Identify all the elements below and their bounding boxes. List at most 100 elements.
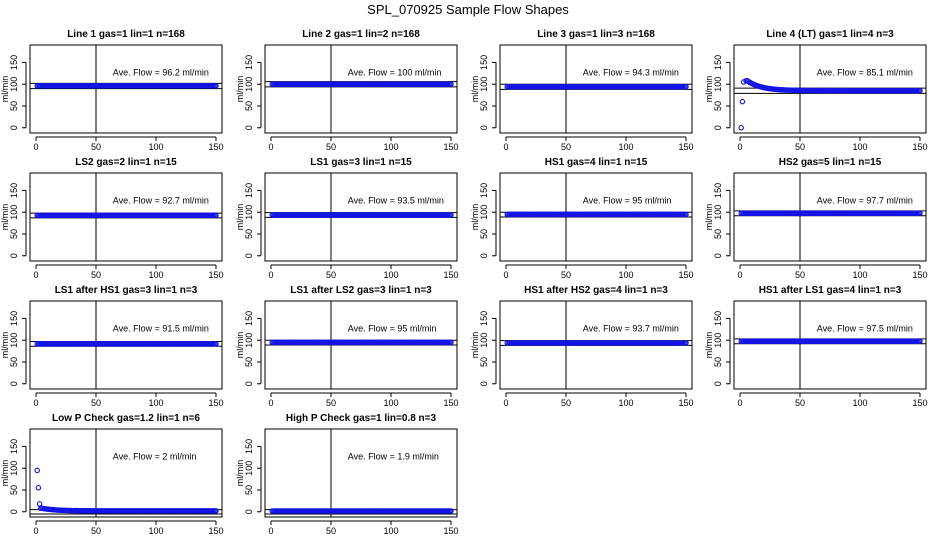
x-tick-label: 0 <box>268 526 273 536</box>
y-tick-label: 50 <box>244 101 254 111</box>
x-tick-label: 50 <box>91 398 101 408</box>
y-tick-label: 150 <box>713 55 723 70</box>
data-point <box>738 125 744 131</box>
data-point <box>35 485 42 491</box>
plot-frame <box>29 428 223 518</box>
y-axis-label: ml/min <box>704 76 714 103</box>
data-series <box>269 81 454 87</box>
x-tick-label: 0 <box>33 142 38 152</box>
x-tick-label: 0 <box>33 526 38 536</box>
y-tick-label: 150 <box>479 183 489 198</box>
y-tick-label: 150 <box>244 55 254 70</box>
panel-title: Line 1 gas=1 lin=1 n=168 <box>67 29 185 40</box>
chart-panel: Line 2 gas=1 lin=2 n=168 0 50 100 150 0 50 100 1… <box>235 29 459 152</box>
y-tick-label: 50 <box>244 229 254 239</box>
avg-flow-annotation: Ave. Flow = 1.9 ml/min <box>348 451 439 461</box>
y-tick-label: 0 <box>9 381 19 386</box>
chart-panel: LS1 after HS1 gas=3 lin=1 n=3 0 50 100 150 0 5… <box>0 285 224 408</box>
y-tick-label: 100 <box>9 205 19 220</box>
y-tick-label: 0 <box>479 125 489 130</box>
y-axis-label: ml/min <box>0 332 10 359</box>
x-tick-label: 0 <box>268 398 273 408</box>
data-series <box>504 340 689 346</box>
y-tick-label: 150 <box>713 183 723 198</box>
data-series <box>34 341 219 347</box>
y-tick-label: 0 <box>479 253 489 258</box>
y-tick-label: 0 <box>9 509 19 514</box>
plot-frame <box>733 300 927 390</box>
y-tick-label: 150 <box>244 439 254 454</box>
x-tick-label: 100 <box>383 142 398 152</box>
chart-panel: Line 4 (LT) gas=1 lin=4 n=3 0 50 100 150 0 50 1… <box>704 29 928 152</box>
y-axis-label: ml/min <box>235 76 245 103</box>
x-tick-label: 50 <box>561 270 571 280</box>
data-series <box>738 338 923 345</box>
y-tick-label: 50 <box>479 101 489 111</box>
y-tick-label: 150 <box>9 55 19 70</box>
y-tick-label: 150 <box>9 439 19 454</box>
data-point <box>213 212 219 219</box>
y-tick-label: 100 <box>244 205 254 220</box>
x-tick-label: 50 <box>326 526 336 536</box>
y-tick-label: 150 <box>479 55 489 70</box>
y-tick-label: 150 <box>244 311 254 326</box>
data-series <box>269 339 454 346</box>
y-tick-label: 50 <box>9 357 19 367</box>
x-tick-label: 150 <box>678 142 693 152</box>
x-tick-label: 50 <box>795 398 805 408</box>
data-point <box>683 340 689 346</box>
y-axis-label: ml/min <box>470 204 480 231</box>
x-tick-label: 50 <box>795 270 805 280</box>
x-tick-label: 150 <box>912 398 927 408</box>
avg-flow-annotation: Ave. Flow = 97.5 ml/min <box>817 323 913 333</box>
avg-flow-annotation: Ave. Flow = 92.7 ml/min <box>113 195 209 205</box>
data-series <box>504 211 689 218</box>
chart-panel: Line 1 gas=1 lin=1 n=168 0 50 100 150 0 50 100 1… <box>0 29 224 152</box>
y-axis-label: ml/min <box>0 460 10 487</box>
x-tick-label: 150 <box>678 398 693 408</box>
data-point <box>917 87 923 94</box>
panel-title: LS2 gas=2 lin=1 n=15 <box>75 157 177 168</box>
x-tick-label: 100 <box>383 270 398 280</box>
chart-panel: LS2 gas=2 lin=1 n=15 0 50 100 150 0 50 100 150 ml… <box>0 157 224 280</box>
y-tick-label: 50 <box>713 229 723 239</box>
x-tick-label: 100 <box>618 398 633 408</box>
y-tick-label: 100 <box>9 461 19 476</box>
data-series <box>269 508 454 514</box>
x-tick-label: 100 <box>383 398 398 408</box>
panel-title: HS1 after HS2 gas=4 lin=1 n=3 <box>524 285 668 296</box>
y-tick-label: 0 <box>713 381 723 386</box>
x-tick-label: 50 <box>326 142 336 152</box>
y-axis-label: ml/min <box>704 332 714 359</box>
y-axis-label: ml/min <box>235 332 245 359</box>
x-tick-label: 150 <box>443 526 458 536</box>
x-tick-label: 50 <box>326 270 336 280</box>
y-tick-label: 100 <box>479 77 489 92</box>
x-tick-label: 100 <box>852 398 867 408</box>
chart-panel: Line 3 gas=1 lin=3 n=168 0 50 100 150 0 50 100 1… <box>470 29 694 152</box>
x-tick-label: 0 <box>503 270 508 280</box>
x-tick-label: 50 <box>91 270 101 280</box>
y-tick-label: 100 <box>713 333 723 348</box>
y-tick-label: 0 <box>244 253 254 258</box>
x-tick-label: 50 <box>326 398 336 408</box>
y-tick-label: 0 <box>9 253 19 258</box>
y-tick-label: 100 <box>244 333 254 348</box>
y-tick-label: 0 <box>244 509 254 514</box>
y-tick-label: 0 <box>713 125 723 130</box>
y-tick-label: 0 <box>244 125 254 130</box>
x-tick-label: 0 <box>268 270 273 280</box>
panel-title: LS1 after HS1 gas=3 lin=1 n=3 <box>55 285 198 296</box>
y-tick-label: 0 <box>479 381 489 386</box>
avg-flow-annotation: Ave. Flow = 91.5 ml/min <box>113 323 209 333</box>
chart-panel: HS1 after LS1 gas=4 lin=1 n=3 0 50 100 150 0 5… <box>704 285 928 408</box>
y-axis-label: ml/min <box>470 332 480 359</box>
avg-flow-annotation: Ave. Flow = 93.5 ml/min <box>348 195 444 205</box>
data-point <box>448 508 454 514</box>
data-point <box>36 501 43 507</box>
x-tick-label: 150 <box>208 270 223 280</box>
data-series <box>504 83 689 90</box>
chart-panel: Low P Check gas=1.2 lin=1 n=6 0 50 100 150 0 5… <box>0 413 224 536</box>
x-tick-label: 0 <box>33 270 38 280</box>
